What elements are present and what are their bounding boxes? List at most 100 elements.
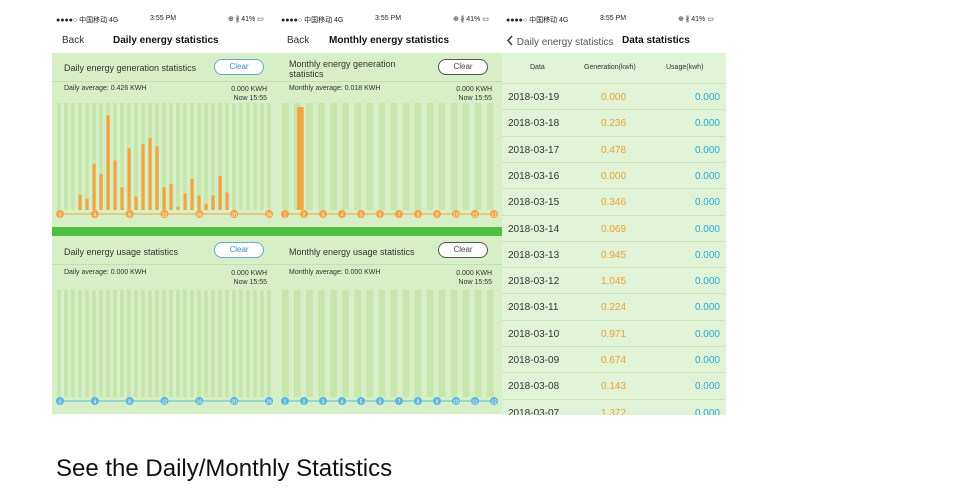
x-tick-dot (319, 397, 327, 405)
table-row[interactable]: 2018-03-17 0.478 0.000 (502, 135, 726, 163)
carrier-label: ●●●●○ 中国移动 4G (506, 17, 569, 24)
clear-button[interactable]: Clear (214, 242, 264, 258)
x-tick-dot (471, 397, 479, 405)
date-cell: 2018-03-17 (508, 144, 560, 156)
clear-button[interactable]: Clear (438, 242, 488, 258)
nav-bar-monthly: Back Monthly energy statistics (277, 30, 502, 52)
date-cell: 2018-03-18 (508, 118, 560, 130)
date-cell: 2018-03-09 (508, 355, 560, 366)
grid-stripe (197, 290, 201, 397)
table-row[interactable]: 2018-03-14 0.069 0.000 (502, 214, 726, 242)
divider (52, 81, 277, 82)
grid-stripe (190, 103, 194, 210)
grid-stripe (438, 290, 446, 397)
grid-stripe (225, 103, 229, 210)
back-button[interactable]: Back (287, 35, 310, 46)
date-cell: 2018-03-16 (508, 170, 560, 182)
daily-generation-panel: Daily energy generation statistics Clear… (52, 53, 277, 228)
back-label: Daily energy statistics (516, 37, 614, 48)
average-label: Daily average: 0.000 KWH (64, 269, 147, 276)
grid-stripe (330, 290, 337, 397)
x-tick-dot (452, 397, 460, 405)
battery-indicator: ⊕ ∦ 41% ▭ (678, 16, 714, 23)
section-title: Daily energy generation statistics (64, 63, 197, 73)
usage-cell: 0.000 (694, 170, 720, 182)
x-tick-label: 11 (472, 400, 477, 406)
x-tick-label: 4 (93, 400, 96, 406)
grid-stripe (354, 290, 361, 397)
average-label: Monthly average: 0.018 KWH (289, 85, 381, 92)
x-tick-label: 8 (417, 400, 420, 406)
data-bar (85, 198, 89, 210)
table-row[interactable]: 2018-03-18 0.236 0.000 (502, 109, 726, 136)
x-tick-label: 10 (453, 213, 459, 219)
clock-label: 3:55 PM (375, 15, 402, 22)
table-row[interactable]: 2018-03-09 0.674 0.000 (502, 346, 726, 373)
back-button[interactable]: Daily energy statistics (506, 35, 613, 48)
x-tick-dot (300, 397, 308, 405)
clear-button[interactable]: Clear (438, 59, 488, 75)
x-tick-label: 11 (472, 213, 477, 219)
x-tick-label: 4 (341, 400, 344, 406)
table-row[interactable]: 2018-03-11 0.224 0.000 (502, 293, 726, 320)
data-bar (78, 194, 82, 210)
data-bar (169, 184, 173, 210)
status-bar-3: ●●●●○ 中国移动 4G 3:55 PM ⊕ ∦ 41% ▭ (502, 12, 726, 26)
grid-stripe (71, 290, 75, 397)
grid-stripe (120, 290, 124, 397)
grid-stripe (190, 290, 194, 397)
x-tick-dot (452, 210, 460, 218)
grid-stripe (71, 103, 75, 210)
x-tick-dot (395, 397, 403, 405)
x-tick-label: 8 (417, 213, 420, 219)
table-row[interactable]: 2018-03-13 0.945 0.000 (502, 240, 726, 268)
status-bar-1: ●●●●○ 中国移动 4G 3:55 PM ⊕ ∦ 41% ▭ (52, 12, 277, 26)
grid-stripe (78, 103, 82, 210)
x-tick-label: 2 (303, 213, 306, 219)
grid-stripe (218, 103, 222, 210)
grid-stripe (148, 290, 152, 397)
x-tick-dot (90, 397, 99, 405)
x-tick-label: 6 (379, 400, 382, 406)
page-title: Daily energy statistics (113, 35, 219, 46)
table-row[interactable]: 2018-03-15 0.346 0.000 (502, 188, 726, 215)
now-time: Now 15:55 (233, 279, 267, 286)
table-row[interactable]: 2018-03-08 0.143 0.000 (502, 372, 726, 399)
kwh-value: 0.000 KWH (456, 86, 492, 93)
date-cell: 2018-03-15 (508, 197, 560, 209)
x-tick-label: 5 (360, 400, 363, 406)
x-tick-label: 5 (360, 213, 363, 219)
x-tick-dot (265, 210, 273, 218)
table-row[interactable]: 2018-03-10 0.971 0.000 (502, 319, 726, 347)
grid-stripe (318, 290, 325, 397)
clear-button[interactable]: Clear (214, 59, 264, 75)
grid-stripe (378, 103, 386, 210)
now-time: Now 15:55 (458, 279, 492, 286)
x-tick-dot (56, 397, 64, 405)
daily-generation-chart: 0 4 8 12 16 20 24 (56, 103, 273, 219)
back-button[interactable]: Back (62, 35, 85, 46)
table-row[interactable]: 2018-03-12 1.045 0.000 (502, 267, 726, 294)
grid-stripe (450, 290, 458, 397)
current-kwh-label: 0.000 KWH Now 15:55 (456, 269, 492, 287)
data-bar (99, 173, 103, 210)
data-bar (183, 193, 187, 210)
carrier-label: ●●●●○ 中国移动 4G (281, 17, 344, 24)
grid-stripe (414, 103, 422, 210)
kwh-value: 0.000 KWH (231, 86, 267, 93)
x-tick-label: 0 (59, 400, 62, 406)
table-header: Data Generation(kwh) Usage(kwh) (502, 53, 726, 83)
x-tick-label: 3 (322, 400, 325, 406)
table-row[interactable]: 2018-03-19 0.000 0.000 (502, 83, 726, 110)
grid-stripe (462, 290, 470, 397)
x-tick-label: 4 (93, 213, 96, 219)
table-row[interactable]: 2018-03-16 0.000 0.000 (502, 161, 726, 189)
grid-stripe (462, 103, 470, 210)
usage-cell: 0.000 (694, 197, 720, 209)
data-table[interactable]: Data Generation(kwh) Usage(kwh) 2018-03-… (502, 53, 726, 415)
clock-label: 3:55 PM (600, 15, 627, 22)
table-row[interactable]: 2018-03-07 1.372 0.000 (502, 398, 726, 415)
x-tick-label: 7 (398, 400, 401, 406)
data-bar (127, 148, 131, 210)
x-tick-label: 9 (436, 400, 439, 406)
